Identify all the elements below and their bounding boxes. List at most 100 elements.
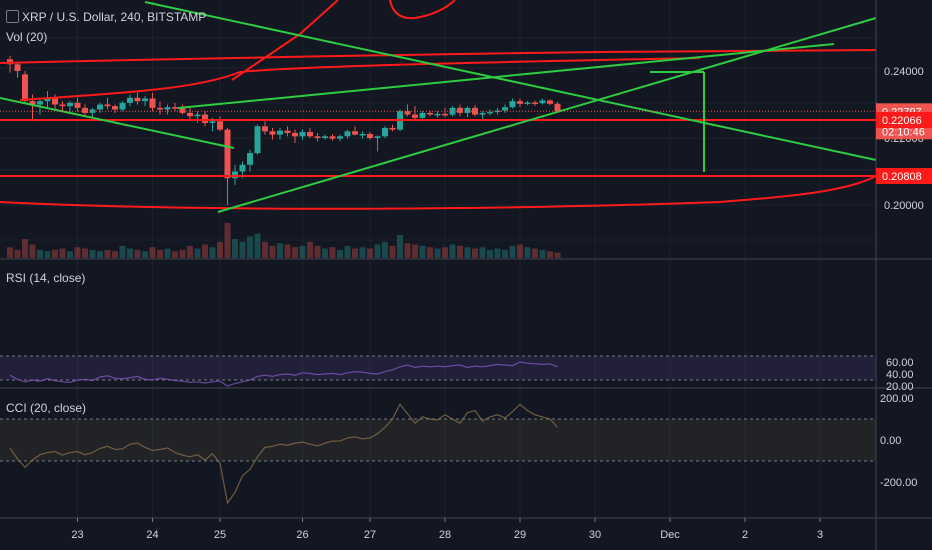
candle-body bbox=[37, 101, 43, 105]
volume-bar bbox=[464, 247, 471, 258]
volume-bar bbox=[367, 248, 373, 258]
volume-bar bbox=[434, 248, 441, 258]
candle-body bbox=[119, 102, 126, 110]
volume-bar bbox=[14, 249, 21, 258]
volume-bar bbox=[419, 245, 426, 258]
candle-body bbox=[457, 107, 463, 113]
candle-body bbox=[262, 126, 268, 132]
time-label: Dec bbox=[660, 529, 680, 541]
axes: 0.240000.220000.210000.200000.2279702:10… bbox=[71, 66, 932, 541]
cci-label: CCI (20, close) bbox=[6, 401, 87, 415]
candle-body bbox=[202, 114, 208, 123]
resistance-curve bbox=[0, 49, 877, 64]
candle-body bbox=[314, 136, 321, 138]
volume-bar bbox=[374, 244, 381, 258]
level-tag-upper: 0.22066 bbox=[876, 112, 932, 128]
volume-bar bbox=[187, 245, 193, 258]
candle-body bbox=[224, 129, 231, 179]
arc-upper bbox=[19, 57, 701, 101]
time-label: 30 bbox=[589, 529, 601, 541]
volume-bar bbox=[157, 249, 163, 258]
candle-body bbox=[292, 132, 298, 137]
cci-tick: 200.00 bbox=[880, 393, 914, 405]
candle-body bbox=[434, 113, 441, 116]
volume-bar bbox=[119, 245, 126, 258]
candle-body bbox=[172, 107, 178, 109]
candle-body bbox=[142, 98, 148, 102]
volume-bar bbox=[322, 248, 328, 258]
candle-body bbox=[164, 107, 171, 110]
volume-bar bbox=[172, 251, 178, 258]
volume-bar bbox=[307, 241, 313, 258]
candle-body bbox=[254, 126, 261, 154]
volume-bar bbox=[112, 251, 118, 258]
candle-body bbox=[412, 114, 418, 118]
candle-body bbox=[97, 104, 103, 110]
candle-body bbox=[389, 127, 396, 130]
candle-body bbox=[277, 130, 283, 135]
candle-body bbox=[352, 131, 358, 135]
volume-bar bbox=[52, 249, 58, 258]
time-label: 23 bbox=[71, 529, 83, 541]
volume-bar bbox=[97, 251, 103, 258]
arc-lower bbox=[0, 175, 877, 210]
volume-bar bbox=[194, 248, 201, 258]
volume-bar bbox=[202, 244, 208, 258]
volume-bar bbox=[254, 233, 261, 258]
volume-bar bbox=[554, 252, 561, 258]
trendline-left bbox=[0, 97, 235, 149]
time-label: 3 bbox=[817, 529, 823, 541]
volume-bar bbox=[239, 241, 246, 258]
symbol-title-text: XRP / U.S. Dollar, 240, BITSTAMP bbox=[22, 10, 207, 24]
candle-body bbox=[307, 131, 313, 137]
cci-band bbox=[0, 419, 876, 461]
volume-bar bbox=[314, 245, 321, 258]
candle-body bbox=[449, 107, 456, 115]
candle-body bbox=[209, 121, 216, 123]
candle-body bbox=[187, 112, 193, 117]
volume-bar bbox=[494, 248, 501, 258]
volume-bar bbox=[449, 244, 456, 258]
volume-bar bbox=[329, 247, 336, 258]
candle-body bbox=[442, 113, 448, 116]
drawings[interactable] bbox=[0, 0, 877, 213]
candle-body bbox=[554, 103, 561, 112]
candle-body bbox=[344, 131, 351, 137]
volume-bar bbox=[217, 241, 223, 258]
volume-bar bbox=[539, 249, 546, 258]
candle-body bbox=[232, 171, 238, 179]
candlesticks[interactable] bbox=[7, 55, 561, 205]
trendline-up bbox=[217, 17, 877, 213]
volume-bar bbox=[277, 243, 283, 258]
candle-body bbox=[194, 114, 201, 117]
candle-body bbox=[127, 97, 133, 103]
rsi-tick: 40.00 bbox=[886, 369, 914, 381]
volume-bar bbox=[472, 248, 478, 258]
candle-body bbox=[322, 136, 328, 138]
candle-body bbox=[269, 131, 276, 135]
candle-body bbox=[82, 107, 88, 113]
candle-body bbox=[494, 110, 501, 113]
indicator-lines bbox=[0, 355, 876, 505]
candle-body bbox=[22, 74, 28, 102]
candle-body bbox=[532, 102, 538, 104]
candle-body bbox=[284, 130, 291, 133]
volume-bar bbox=[352, 248, 358, 258]
candle-body bbox=[517, 101, 523, 104]
collapse-icon[interactable] bbox=[6, 10, 19, 23]
volume-bar bbox=[487, 249, 493, 258]
candle-body bbox=[329, 136, 336, 139]
candle-body bbox=[367, 133, 373, 138]
candle-body bbox=[52, 97, 58, 105]
candle-body bbox=[149, 98, 156, 108]
rsi-tick: 60.00 bbox=[886, 357, 914, 369]
volume-bar bbox=[7, 247, 13, 258]
rsi-label: RSI (14, close) bbox=[6, 271, 86, 285]
level-tag-lower: 0.20808 bbox=[876, 168, 932, 184]
volume-bar bbox=[127, 248, 133, 258]
volume-bar bbox=[134, 249, 141, 258]
candle-body bbox=[464, 107, 471, 113]
